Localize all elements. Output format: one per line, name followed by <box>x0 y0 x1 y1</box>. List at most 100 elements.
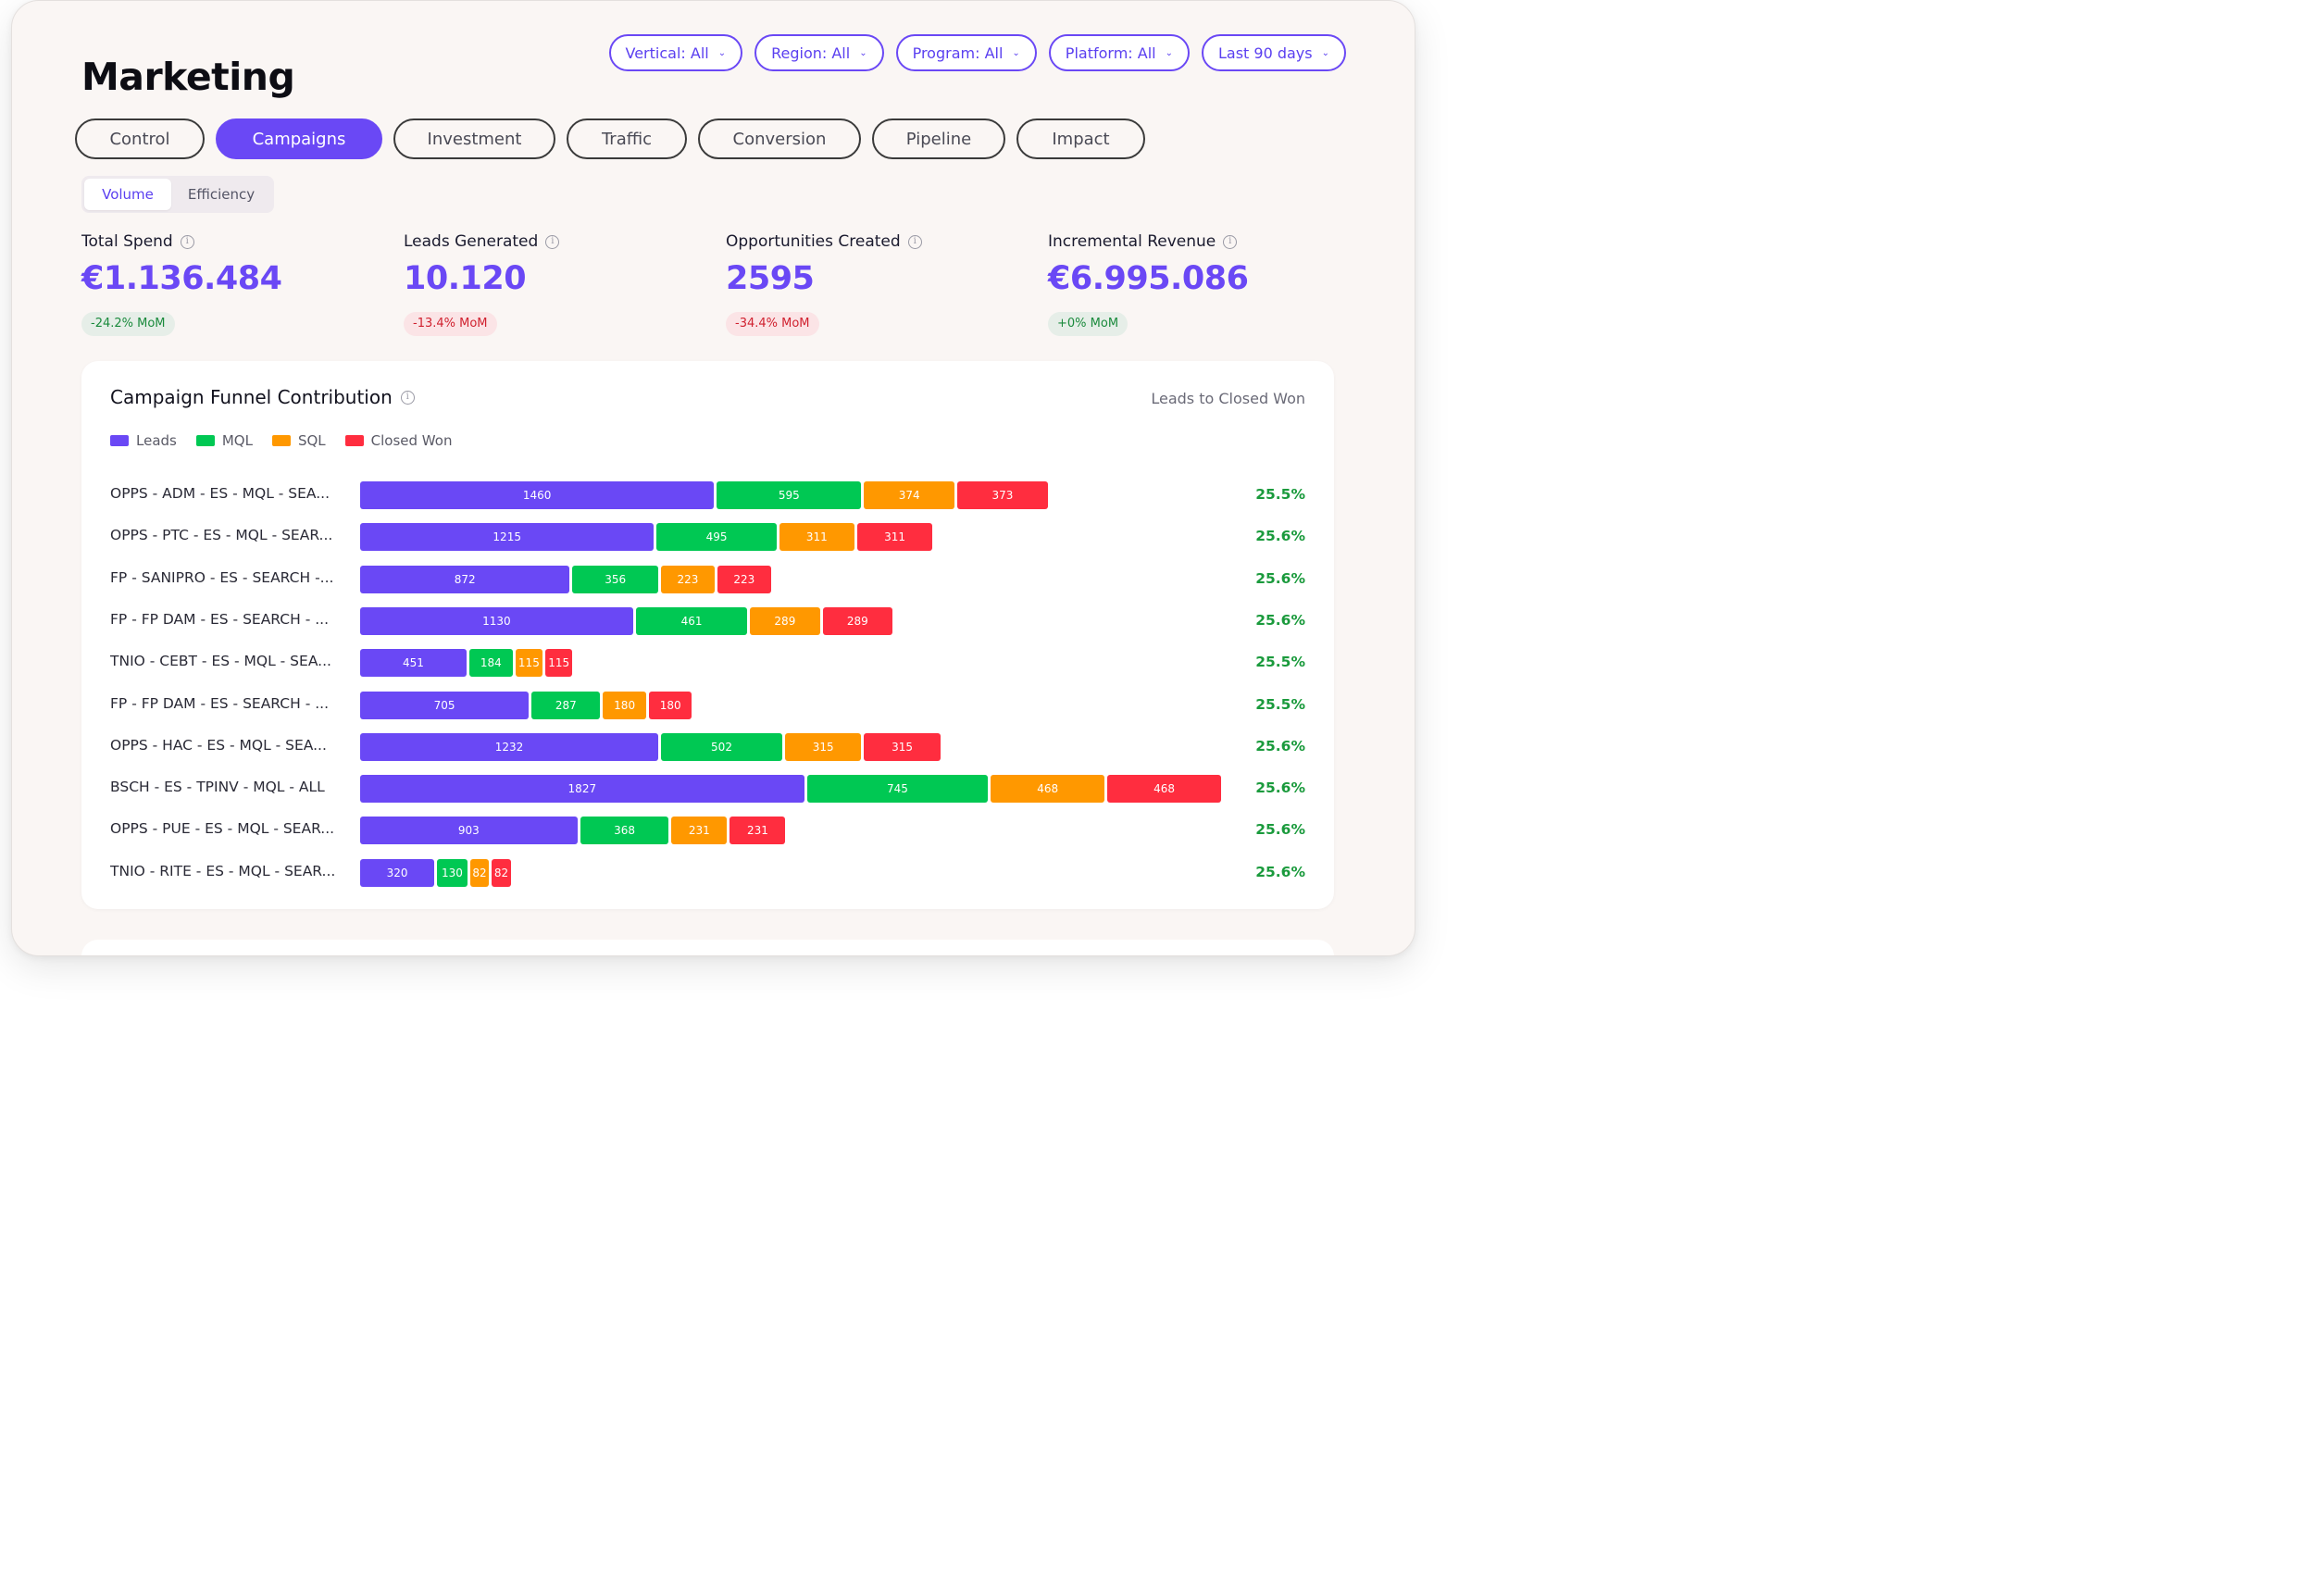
table-row[interactable]: OPPS - HAC - ES - MQL - SEA... 1232 502 315… <box>81 732 1334 761</box>
conversion-rate: 25.5% <box>1255 486 1305 503</box>
toggle-efficiency[interactable]: Efficiency <box>187 186 256 203</box>
bar-segment-closed-won[interactable]: 231 <box>730 817 786 845</box>
bar-segment-closed-won[interactable]: 180 <box>648 691 692 719</box>
legend-swatch <box>344 435 364 446</box>
stacked-bar: 1460 595 374 373 <box>360 481 1221 509</box>
info-icon[interactable]: i <box>545 234 560 249</box>
bar-segment-leads[interactable]: 903 <box>360 817 578 845</box>
conversion-rate: 25.5% <box>1255 695 1305 713</box>
tab-impact[interactable]: Impact <box>1016 118 1145 159</box>
bar-segment-sql[interactable]: 315 <box>785 732 862 761</box>
filter-date-range[interactable]: Last 90 days ⌄ <box>1201 34 1346 71</box>
legend-label: Leads <box>136 432 177 449</box>
filter-platform[interactable]: Platform: All ⌄ <box>1048 34 1190 71</box>
bar-segment-leads[interactable]: 705 <box>360 691 530 719</box>
tab-traffic[interactable]: Traffic <box>567 118 687 159</box>
table-row[interactable]: FP - FP DAM - ES - SEARCH - ... 1130 461 28… <box>81 606 1334 635</box>
kpi-value: 10.120 <box>404 260 527 297</box>
kpi-change-badge: -34.4% MoM <box>726 312 819 336</box>
bar-segment-leads[interactable]: 1130 <box>360 606 633 635</box>
bar-segment-leads[interactable]: 1827 <box>360 775 804 804</box>
table-row[interactable]: OPPS - ADM - ES - MQL - SEA... 1460 595 374… <box>81 481 1334 509</box>
tab-control[interactable]: Control <box>75 118 205 159</box>
bar-segment-mql[interactable]: 368 <box>580 817 669 845</box>
bar-segment-closed-won[interactable]: 468 <box>1107 775 1221 804</box>
legend-item-leads: Leads <box>110 432 177 449</box>
bar-segment-leads[interactable]: 451 <box>360 649 467 678</box>
filter-label: Platform: All <box>1065 44 1156 62</box>
bar-segment-mql[interactable]: 745 <box>806 775 989 804</box>
tab-label: Traffic <box>601 129 653 149</box>
campaign-label: FP - FP DAM - ES - SEARCH - ... <box>110 610 330 628</box>
kpi-total-spend: Total Spend i €1.136.484 -24.2% MoM <box>81 231 387 336</box>
legend-item-closed-won: Closed Won <box>344 432 453 449</box>
table-row[interactable]: BSCH - ES - TPINV - MQL - ALL 1827 745 468 4… <box>81 775 1334 804</box>
table-row[interactable]: OPPS - PUE - ES - MQL - SEAR... 903 368 231… <box>81 817 1334 845</box>
bar-segment-closed-won[interactable]: 373 <box>957 481 1048 509</box>
bar-segment-sql[interactable]: 374 <box>864 481 955 509</box>
filter-region[interactable]: Region: All ⌄ <box>754 34 884 71</box>
bar-segment-mql[interactable]: 595 <box>717 481 862 509</box>
card-title: Campaign Funnel Contribution <box>110 386 393 408</box>
bar-segment-closed-won[interactable]: 115 <box>545 649 573 678</box>
info-icon[interactable]: i <box>180 234 194 249</box>
conversion-rate: 25.6% <box>1255 611 1305 629</box>
bar-segment-closed-won[interactable]: 82 <box>492 858 511 887</box>
bar-segment-sql[interactable]: 289 <box>750 606 820 635</box>
stacked-bar: 1232 502 315 315 <box>360 732 1221 761</box>
legend-label: Closed Won <box>370 432 453 449</box>
bar-segment-closed-won[interactable]: 223 <box>717 565 771 593</box>
bar-segment-leads[interactable]: 1215 <box>360 523 655 552</box>
chevron-down-icon: ⌄ <box>1321 47 1329 58</box>
bar-segment-closed-won[interactable]: 311 <box>856 523 933 552</box>
info-icon[interactable]: i <box>400 390 415 405</box>
bar-segment-leads[interactable]: 1460 <box>360 481 715 509</box>
tab-pipeline[interactable]: Pipeline <box>872 118 1005 159</box>
bar-segment-sql[interactable]: 180 <box>603 691 646 719</box>
bar-segment-mql[interactable]: 184 <box>468 649 513 678</box>
tab-label: Control <box>109 129 170 149</box>
campaign-label: OPPS - ADM - ES - MQL - SEA... <box>110 485 330 502</box>
bar-segment-mql[interactable]: 130 <box>437 858 468 887</box>
filter-program[interactable]: Program: All ⌄ <box>895 34 1037 71</box>
bar-segment-mql[interactable]: 461 <box>635 606 748 635</box>
tab-label: Investment <box>427 129 522 149</box>
table-row[interactable]: FP - SANIPRO - ES - SEARCH -... 872 356 223… <box>81 565 1334 593</box>
tab-investment[interactable]: Investment <box>393 118 555 159</box>
kpi-leads-generated: Leads Generated i 10.120 -13.4% MoM <box>404 231 709 336</box>
bar-segment-sql[interactable]: 468 <box>991 775 1105 804</box>
tab-campaigns[interactable]: Campaigns <box>216 118 382 159</box>
legend-item-sql: SQL <box>271 432 326 449</box>
table-row[interactable]: TNIO - CEBT - ES - MQL - SEA... 451 184 115… <box>81 649 1334 678</box>
filter-vertical[interactable]: Vertical: All ⌄ <box>608 34 743 71</box>
bar-segment-mql[interactable]: 495 <box>656 523 777 552</box>
bar-segment-sql[interactable]: 311 <box>779 523 854 552</box>
bar-segment-mql[interactable]: 287 <box>531 691 601 719</box>
table-row[interactable]: FP - FP DAM - ES - SEARCH - ... 705 287 180… <box>81 691 1334 719</box>
page-title: Marketing <box>81 55 295 99</box>
conversion-rate: 25.6% <box>1255 528 1305 545</box>
kpi-change-badge: -24.2% MoM <box>81 312 175 336</box>
info-icon[interactable]: i <box>1223 234 1238 249</box>
campaign-label: OPPS - PTC - ES - MQL - SEAR... <box>110 527 333 544</box>
bar-segment-sql[interactable]: 231 <box>671 817 728 845</box>
bar-segment-sql[interactable]: 82 <box>469 858 490 887</box>
table-row[interactable]: TNIO - RITE - ES - MQL - SEAR... 320 130 82… <box>81 858 1334 887</box>
kpi-value: 2595 <box>726 260 815 297</box>
bar-segment-mql[interactable]: 356 <box>572 565 658 593</box>
tab-conversion[interactable]: Conversion <box>698 118 861 159</box>
info-icon[interactable]: i <box>907 234 922 249</box>
bar-segment-leads[interactable]: 1232 <box>360 732 658 761</box>
bar-segment-closed-won[interactable]: 289 <box>822 606 892 635</box>
legend-swatch <box>110 435 129 446</box>
bar-segment-leads[interactable]: 320 <box>360 858 435 887</box>
bar-segment-closed-won[interactable]: 315 <box>864 732 941 761</box>
stacked-bar: 1827 745 468 468 <box>360 775 1221 804</box>
bar-segment-mql[interactable]: 502 <box>660 732 783 761</box>
conversion-rate: 25.6% <box>1255 569 1305 587</box>
toggle-volume[interactable]: Volume <box>84 179 171 210</box>
bar-segment-leads[interactable]: 872 <box>360 565 570 593</box>
table-row[interactable]: OPPS - PTC - ES - MQL - SEAR... 1215 495 31… <box>81 523 1334 552</box>
bar-segment-sql[interactable]: 223 <box>660 565 715 593</box>
bar-segment-sql[interactable]: 115 <box>515 649 543 678</box>
